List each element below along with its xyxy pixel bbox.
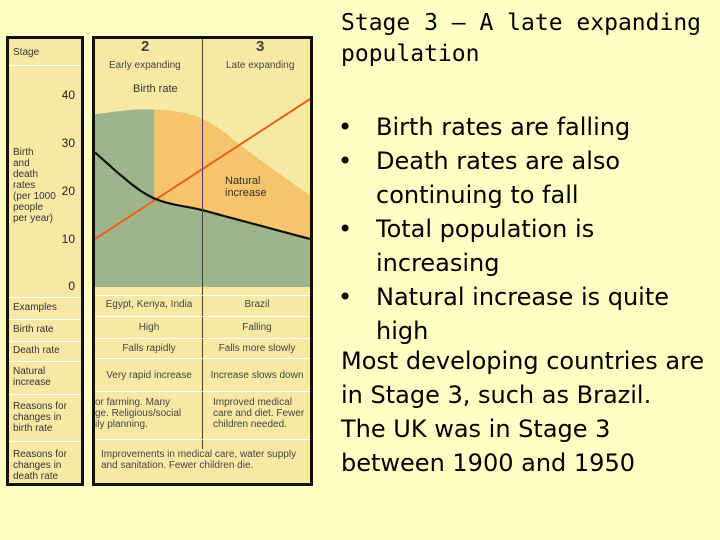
table-cell-line: ily planning. — [95, 419, 148, 430]
table-cell: Increase slows down — [210, 370, 304, 381]
table-cell-line: Improved medical — [213, 397, 292, 408]
y-tick-label: 0 — [68, 279, 75, 293]
table-cell-line: Improvements in medical care, water supp… — [101, 449, 297, 460]
table-cell: Improved medical care and diet. Fewer ch… — [213, 397, 310, 430]
stage-heading: Stage — [13, 47, 40, 58]
side-divider — [9, 65, 81, 66]
table-row-divider — [95, 391, 310, 392]
side-divider — [9, 361, 81, 362]
row-label-line: Reasons for — [13, 401, 67, 412]
bullet-list: Birth rates are falling Death rates are … — [338, 110, 710, 348]
table-row-divider — [95, 316, 310, 317]
table-cell: or farming. Many ge. Religious/social il… — [95, 397, 199, 430]
side-divider — [9, 297, 81, 298]
y-axis-label-line: death — [13, 169, 39, 180]
row-label-line: increase — [13, 377, 51, 388]
table-row-divider — [95, 358, 310, 359]
y-tick-label: 10 — [61, 232, 75, 246]
natural-increase-label-line: increase — [225, 187, 267, 199]
table-cell-line: children needed. — [213, 419, 287, 430]
stage-title-early: Early expanding — [109, 60, 181, 71]
table-cell: Falling — [242, 322, 272, 333]
slide-title: Stage 3 – A late expanding population — [341, 10, 702, 67]
body-paragraph: The UK was in Stage 3 between 1900 and 1… — [341, 415, 635, 477]
table-cell: High — [138, 322, 160, 333]
y-axis-label: Birth and death rates (per 1000 people p… — [13, 147, 56, 224]
row-label-examples: Examples — [13, 302, 57, 313]
table-cell-line: and sanitation. Fewer children die. — [101, 460, 254, 471]
y-axis-label-line: people — [13, 202, 44, 213]
row-label-death-reasons: Reasons for changes in death rate — [13, 449, 67, 482]
side-divider — [9, 319, 81, 320]
body-text: Most developing countries are in Stage 3… — [341, 344, 713, 480]
table-cell: Improvements in medical care, water supp… — [101, 449, 310, 471]
stage-title-late: Late expanding — [226, 60, 295, 71]
table-cell: Egypt, Kenya, India — [105, 299, 193, 310]
table-cell: Brazil — [244, 299, 270, 310]
natural-increase-label-line: Natural — [225, 175, 261, 187]
stage-number-3: 3 — [256, 38, 265, 55]
table-cell-line: care and diet. Fewer — [213, 408, 305, 419]
row-label-line: Reasons for — [13, 449, 67, 460]
table-row-divider — [95, 295, 310, 296]
row-label-line: Natural — [13, 366, 46, 377]
body-paragraph: Most developing countries are in Stage 3… — [341, 347, 705, 409]
table-row-divider — [95, 338, 310, 339]
y-tick-label: 30 — [61, 136, 75, 150]
bullet-item: Natural increase is quite high — [338, 280, 710, 348]
table-row-divider — [95, 439, 310, 440]
y-axis-label-line: per year) — [13, 213, 54, 224]
y-tick-label: 20 — [61, 184, 75, 198]
bullet-item: Total population is increasing — [338, 212, 710, 280]
y-tick-label: 40 — [61, 88, 75, 102]
side-divider — [9, 441, 81, 442]
table-cell-line: or farming. Many — [95, 397, 171, 408]
y-axis-label-line: Birth — [13, 147, 34, 158]
side-divider — [9, 341, 81, 342]
birth-rate-label: Birth rate — [133, 83, 178, 95]
bullet-item: Birth rates are falling — [338, 110, 710, 144]
bullet-item: Death rates are also continuing to fall — [338, 144, 710, 212]
row-label-death-rate: Death rate — [13, 345, 60, 356]
row-label-birth-reasons: Reasons for changes in birth rate — [13, 401, 67, 434]
row-label-birth-rate: Birth rate — [13, 324, 54, 335]
natural-increase-label: Natural increase — [225, 175, 267, 199]
y-axis-label-line: rates — [13, 180, 36, 191]
stage-number-2: 2 — [141, 38, 150, 55]
row-label-line: changes in — [13, 460, 62, 471]
table-cell-line: ge. Religious/social — [95, 408, 182, 419]
column-divider — [202, 39, 203, 449]
row-label-line: death rate — [13, 471, 59, 482]
row-label-natural-increase: Natural increase — [13, 366, 51, 388]
row-label-line: changes in — [13, 412, 62, 423]
table-cell: Very rapid increase — [106, 370, 192, 381]
row-label-line: birth rate — [13, 423, 53, 434]
natural-increase-area — [154, 109, 310, 239]
y-axis-label-line: (per 1000 — [13, 191, 56, 202]
side-panel: Stage 40 30 20 10 0 Birth and death rate… — [6, 36, 84, 486]
demographic-figure: 2 3 Early expanding Late expanding Birth… — [92, 36, 313, 486]
side-divider — [9, 394, 81, 395]
table-cell: Falls rapidly — [122, 343, 176, 354]
table-cell: Falls more slowly — [218, 343, 296, 354]
y-axis-label-line: and — [13, 158, 30, 169]
